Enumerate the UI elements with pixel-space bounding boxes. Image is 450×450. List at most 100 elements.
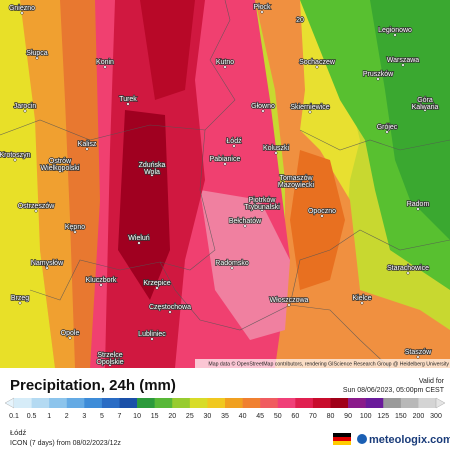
legend-swatch	[225, 398, 243, 408]
place-label: Kielce	[352, 295, 371, 302]
model-run: ICON (7 days) from 08/02/2023/12z	[10, 440, 121, 447]
place-label: Piotrków Trybunalski	[244, 197, 280, 211]
place-label: Jarocin	[14, 103, 37, 110]
legend-label: 50	[274, 413, 282, 420]
legend-swatch	[14, 398, 32, 408]
legend-swatch	[119, 398, 138, 408]
legend-swatch	[84, 398, 103, 408]
legend-swatch	[418, 398, 437, 408]
legend-arrow-right	[435, 397, 446, 409]
legend-arrow-left	[4, 397, 15, 409]
place-dot	[34, 209, 38, 213]
place-dot	[393, 33, 397, 37]
place-dot	[260, 208, 264, 212]
place-dot	[243, 224, 247, 228]
place-label: Radom	[407, 201, 430, 208]
place-dot	[230, 266, 234, 270]
legend-label: 45	[256, 413, 264, 420]
place-dot	[150, 173, 154, 177]
place-dot	[137, 241, 141, 245]
legend-label: 300	[430, 413, 442, 420]
place-label: Pabianice	[210, 156, 241, 163]
legend-label: 25	[186, 413, 194, 420]
place-label: Staszów	[405, 349, 432, 356]
place-label: Pruszków	[363, 71, 394, 78]
place-label: Włoszczowa	[270, 297, 309, 304]
place-label: Ostrów Wielkopolski	[41, 158, 80, 172]
legend-label: 200	[413, 413, 425, 420]
place-label: Strzelce Opolskie	[96, 352, 123, 366]
legend-swatch	[154, 398, 173, 408]
place-label: Brzeg	[11, 295, 29, 302]
place-label: Kluczbork	[86, 277, 117, 284]
place-dot	[73, 230, 77, 234]
logo-icon	[357, 434, 367, 444]
place-dot	[13, 158, 17, 162]
place-dot	[274, 151, 278, 155]
place-label: Sochaczew	[299, 59, 336, 66]
legend-swatch	[101, 398, 120, 408]
place-label: Legionowo	[378, 27, 412, 34]
legend-label: 2	[65, 413, 69, 420]
place-dot	[416, 207, 420, 211]
place-label: Wieluń	[128, 235, 150, 242]
place-dot	[294, 186, 298, 190]
place-label: 20	[296, 17, 304, 24]
place-label: Kalisz	[78, 141, 97, 148]
place-label: Słupca	[26, 50, 48, 57]
place-label: Bełchatów	[229, 218, 262, 225]
place-dot	[401, 63, 405, 67]
legend-label: 100	[360, 413, 372, 420]
legend-label: 7	[118, 413, 122, 420]
valid-label: Valid for	[419, 378, 445, 385]
location: Łódź	[10, 428, 27, 437]
legend-label: 30	[204, 413, 212, 420]
attribution: Map data © OpenStreetMap contributors, r…	[208, 360, 449, 367]
place-label: Kępno	[65, 224, 85, 231]
place-labels: Gniezno Płock 20 Legionowo Słupca Konin Kutno S…	[0, 3, 439, 367]
place-dot	[385, 130, 389, 134]
place-dot	[155, 286, 159, 290]
legend-label: 35	[221, 413, 229, 420]
place-dot	[308, 110, 312, 114]
place-dot	[261, 109, 265, 113]
legend-swatch	[137, 398, 155, 408]
legend-swatch	[400, 398, 419, 408]
place-dot	[20, 11, 24, 15]
legend-label: 60	[291, 413, 299, 420]
title: Precipitation, 24h (mm)	[10, 377, 176, 394]
legend-swatch	[348, 398, 366, 408]
place-dot	[85, 147, 89, 151]
legend-swatch	[295, 398, 314, 408]
valid-time: Sun 08/06/2023, 05:00pm CEST	[343, 387, 445, 394]
place-label: Tomaszów Mazowiecki	[278, 175, 315, 189]
legend-label: 0.5	[27, 413, 37, 420]
place-dot	[360, 301, 364, 305]
place-label: Skierniewice	[290, 104, 329, 111]
legend-swatch	[260, 398, 279, 408]
legend-label: 20	[168, 413, 176, 420]
legend-label: 125	[377, 413, 389, 420]
place-label: Łódź	[226, 138, 242, 145]
legend-label: 70	[309, 413, 317, 420]
place-dot	[416, 355, 420, 359]
place-label: Głowno	[251, 103, 275, 110]
place-label: Opoczno	[308, 208, 336, 215]
place-dot	[315, 65, 319, 69]
place-label: Częstochowa	[149, 304, 191, 311]
legend-swatch	[365, 398, 384, 408]
place-label: Warszawa	[387, 57, 420, 64]
place-dot	[58, 169, 62, 173]
place-dot	[126, 102, 130, 106]
brand: meteologix.com	[369, 434, 450, 446]
place-label: Grójec	[377, 124, 398, 131]
legend-swatch	[207, 398, 226, 408]
place-label: Kutno	[216, 59, 234, 66]
place-dot	[376, 77, 380, 81]
place-dot	[406, 271, 410, 275]
place-dot	[45, 266, 49, 270]
place-dot	[103, 65, 107, 69]
place-dot	[423, 108, 427, 112]
place-label: Starachowice	[387, 265, 429, 272]
legend-swatch	[242, 398, 261, 408]
